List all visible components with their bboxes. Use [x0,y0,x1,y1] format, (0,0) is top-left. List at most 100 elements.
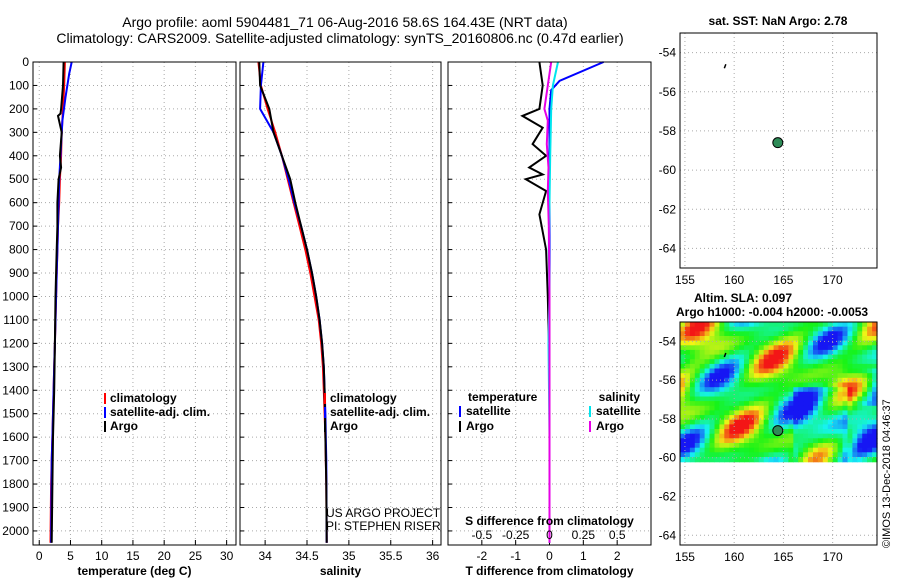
sla-heatmap-cell [719,405,725,412]
sla-heatmap-cell [684,424,691,430]
sla-heatmap-cell [832,354,839,360]
sla-heatmap-cell [842,382,848,388]
sla-heatmap-cell [837,387,844,393]
sla-heatmap-cell [689,373,696,379]
sla-heatmap-cell [852,415,858,421]
sla-heatmap-cell [817,396,824,402]
sla-heatmap-cell [857,345,863,351]
sla-heatmap-cell [842,373,848,379]
sla-heatmap-cell [773,410,780,416]
depth-tick-label: 700 [9,219,29,233]
sla-heatmap-cell [832,387,839,393]
sla-heatmap-cell [768,415,775,421]
sla-heatmap-cell [734,410,740,416]
sla-heatmap-cell [788,391,794,398]
sla-heatmap-cell [689,424,696,430]
sla-heatmap-cell [689,382,696,388]
sla-heatmap-cell [714,452,720,458]
sst_map-track-mark [723,64,727,69]
difference-panel: -2 -1 0 1 2T difference from climatology [447,61,652,578]
sla-heatmap-cell [763,438,770,444]
sla-heatmap-cell [803,336,809,342]
sla-heatmap-cell [783,405,789,412]
sla-heatmap-cell [803,377,809,384]
sla-heatmap-cell [704,405,711,412]
sla-heatmap-cell [783,401,789,407]
sla-heatmap-cell [704,359,711,365]
sla-heatmap-cell [709,322,715,328]
sla-heatmap-cell [763,443,770,449]
sla-heatmap-cell [729,401,735,407]
sla-heatmap-cell [709,382,715,388]
sla-heatmap-cell [680,457,686,463]
sla-heatmap-cell [749,387,755,393]
sla-heatmap-cell [729,345,735,351]
sla-heatmap-cell [808,433,814,439]
sla-heatmap-cell [689,322,696,328]
sla-heatmap-cell [680,322,686,328]
sla-heatmap-cell [832,438,839,444]
sla-heatmap-cell [709,336,715,342]
sla-heatmap-cell [773,340,780,346]
sla-heatmap-cell [689,447,696,453]
difference-xlabel: T difference from climatology [465,564,633,578]
sla-heatmap-cell [749,326,755,332]
sla-heatmap-cell [822,326,829,332]
sla-heatmap-cell [813,373,819,379]
temperature-legend-label: satellite-adj. clim. [110,405,210,419]
sla-heatmap-cell [803,457,809,463]
sla-heatmap-cell [689,405,696,412]
sla-heatmap-cell [719,336,725,342]
sla-heatmap-cell [773,345,780,351]
sla-heatmap-cell [749,349,755,356]
sla-heatmap-cell [758,405,765,412]
sla-heatmap-cell [803,415,809,421]
sla-heatmap-cell [768,354,775,360]
sla-heatmap-cell [709,424,715,430]
sla-heatmap-cell [749,438,755,444]
sla-heatmap-cell [822,387,829,393]
sla-heatmap-cell [832,322,839,328]
sla-heatmap-cell [739,405,745,412]
sla-heatmap-cell [783,377,789,384]
sla-heatmap-cell [753,368,760,374]
sla-heatmap-cell [699,331,706,337]
sla-heatmap-cell [753,457,760,463]
sla_map-ytick-label: -54 [659,334,677,348]
sla-heatmap-cell [847,336,853,342]
sla-heatmap-cell [680,438,686,444]
sla-heatmap-cell [813,433,819,439]
sla-heatmap-cell [714,419,720,425]
sla-heatmap-cell [684,457,691,463]
sla-heatmap-cell [689,363,696,370]
sla-heatmap-cell [852,363,858,370]
sla-heatmap-cell [680,391,686,398]
sla-heatmap-cell [684,410,691,416]
sla-heatmap-cell [739,438,745,444]
sla-heatmap-cell [817,447,824,453]
diff-s-tick-label: 0 [546,528,553,542]
sla-heatmap-cell [768,349,775,356]
sla-heatmap-cell [724,457,730,463]
sla-heatmap-cell [803,340,809,346]
sla-heatmap-cell [857,457,863,463]
sla-heatmap-cell [709,326,715,332]
sla-heatmap-cell [803,373,809,379]
sst_map-ytick-label: -64 [659,241,677,255]
sla-heatmap-cell [768,424,775,430]
sla-heatmap-cell [808,326,814,332]
sla-heatmap-cell [827,331,834,337]
sla-heatmap-cell [773,387,780,393]
sla-heatmap-cell [832,377,839,384]
sla-heatmap-cell [857,396,863,402]
sla-heatmap-cell [729,424,735,430]
sla-heatmap-cell [827,415,834,421]
sla-heatmap-cell [803,447,809,453]
sla-heatmap-cell [704,368,711,374]
sla-heatmap-cell [867,349,873,356]
sla-heatmap-cell [842,326,848,332]
sla-heatmap-cell [813,429,819,435]
sla-heatmap-cell [867,433,873,439]
sla-heatmap-cell [714,349,720,356]
sla-heatmap-cell [793,457,799,463]
